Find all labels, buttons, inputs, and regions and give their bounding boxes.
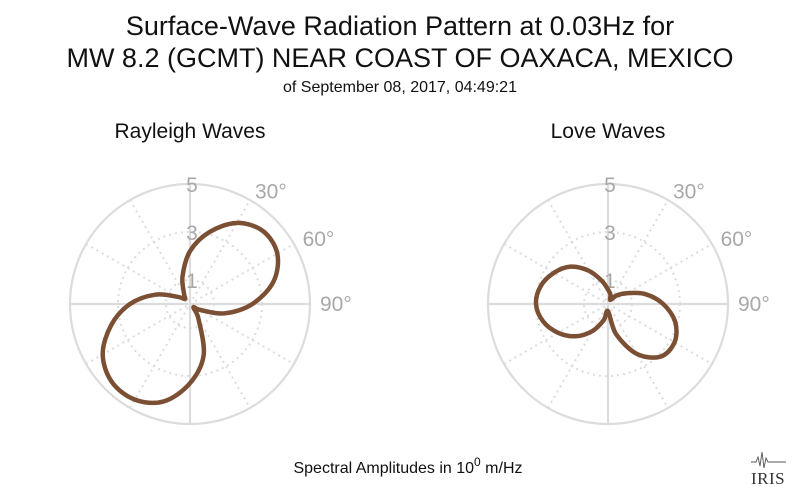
figure-subtitle: of September 08, 2017, 04:49:21	[283, 79, 517, 96]
iris-logo-text: IRIS	[751, 469, 785, 488]
rayleigh-radial-tick-3: 3	[186, 222, 198, 245]
rayleigh-angle-tick-30: 30°	[255, 180, 287, 203]
love-radial-tick-3: 3	[604, 222, 616, 245]
love-spoke-150	[547, 199, 669, 409]
rayleigh-angle-tick-90: 90°	[320, 293, 352, 316]
figure-title-line2: MW 8.2 (GCMT) NEAR COAST OF OAXACA, MEXI…	[66, 43, 733, 73]
rayleigh-radiation-curve	[100, 220, 281, 406]
rayleigh-radial-tick-5: 5	[186, 174, 198, 197]
footer-units-label: Spectral Amplitudes in 100 m/Hz	[293, 455, 522, 477]
figure-title-line1: Surface-Wave Radiation Pattern at 0.03Hz…	[126, 11, 674, 41]
rayleigh-radial-tick-1: 1	[186, 270, 198, 293]
rayleigh-polar-chart: 1 3 5 30° 60° 90° Rayleigh Waves	[68, 120, 352, 426]
love-radial-tick-1: 1	[604, 270, 616, 293]
love-radiation-curve	[533, 264, 679, 360]
love-polar-chart: 1 3 5 30° 60° 90° Love Waves	[486, 120, 770, 426]
love-panel-title: Love Waves	[551, 120, 666, 143]
rayleigh-spoke-150	[129, 199, 251, 409]
love-angle-tick-30: 30°	[673, 180, 705, 203]
iris-logo: IRIS	[751, 451, 786, 488]
rayleigh-panel-title: Rayleigh Waves	[115, 120, 266, 143]
love-angle-tick-90: 90°	[738, 293, 770, 316]
iris-logo-waveform	[751, 451, 786, 469]
love-radial-tick-5: 5	[604, 174, 616, 197]
rayleigh-angle-tick-60: 60°	[303, 228, 335, 251]
love-angle-tick-60: 60°	[721, 228, 753, 251]
footer-prefix: Spectral Amplitudes in 10	[293, 460, 474, 477]
footer-exponent: 0	[474, 455, 481, 469]
footer-suffix: m/Hz	[481, 460, 523, 477]
